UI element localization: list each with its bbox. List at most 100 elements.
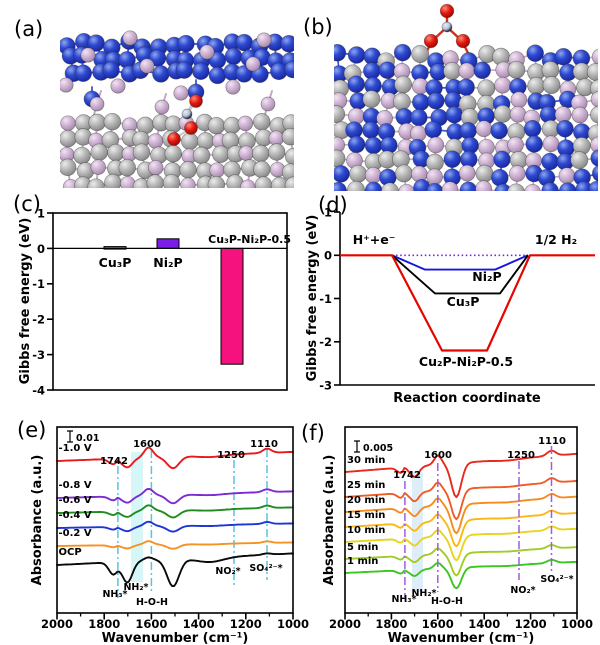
structure-model-b xyxy=(334,3,598,191)
highlight-band-e xyxy=(131,452,143,582)
panel-label-d: (d) xyxy=(318,193,348,217)
svg-text:10 min: 10 min xyxy=(347,525,385,536)
svg-text:1200: 1200 xyxy=(515,617,547,631)
species-label-nh2: NH₂* xyxy=(411,588,436,599)
structure-model-a xyxy=(60,30,294,188)
panel-label-b: (b) xyxy=(303,15,333,39)
bar-label-composite: Cu₃P-Ni₂P-0.5 xyxy=(208,233,291,246)
scale-bar-f xyxy=(354,440,360,453)
species-label-hoh: H-O-H xyxy=(431,596,463,607)
species-label-nh2: NH₂* xyxy=(123,582,148,593)
svg-text:-0.4 V: -0.4 V xyxy=(59,510,92,521)
y-tick-label: -3 xyxy=(319,378,332,392)
peak-label-1250: 1250 xyxy=(507,450,535,461)
x-axis-title-e: Wavenumber (cm⁻¹) xyxy=(102,631,249,645)
peak-label-1110: 1110 xyxy=(250,439,278,450)
panel-label-f: (f) xyxy=(301,421,325,445)
svg-text:1400: 1400 xyxy=(468,617,500,631)
svg-text:25 min: 25 min xyxy=(347,480,385,491)
curve-labels-f: 30 min 25 min 20 min 15 min 10 min 5 min 1 min xyxy=(347,455,385,567)
panel-label-a: (a) xyxy=(14,17,43,41)
x-axis-ticks-e: 2000 1800 1600 1400 1200 1000 xyxy=(41,613,309,631)
highlight-band-f xyxy=(412,472,423,592)
y-tick-label: -4 xyxy=(32,383,45,397)
panel-c-chart: 1 0 -1 -2 -3 -4 Cu₃P Ni₂P Cu₃P-Ni₂P-0.5 … xyxy=(18,206,291,397)
peak-label-1600: 1600 xyxy=(133,439,161,450)
y-tick-label: 1 xyxy=(37,206,45,220)
svg-text:1200: 1200 xyxy=(230,617,262,631)
species-label-no2: NO₂* xyxy=(215,566,240,577)
y-axis-ticks-d xyxy=(334,211,340,386)
x-axis-ticks-f: 2000 1800 1600 1400 1200 1000 xyxy=(329,613,593,631)
spectra-curves-f xyxy=(344,449,578,590)
species-label-hoh: H-O-H xyxy=(136,597,168,608)
y-axis-title-e: Absorbance (a.u.) xyxy=(30,455,45,586)
peak-label-1250: 1250 xyxy=(217,450,245,461)
svg-text:1400: 1400 xyxy=(183,617,215,631)
panel-e-chart: -1.0 V -0.8 V -0.6 V -0.4 V -0.2 V OCP 2000 18… xyxy=(30,426,309,645)
y-axis-title-d: Gibbs free energy (eV) xyxy=(305,215,320,382)
bar-label-ni2p: Ni₂P xyxy=(153,255,182,270)
initial-state-label: H⁺+e⁻ xyxy=(353,232,396,247)
y-tick-label: -3 xyxy=(32,348,45,362)
svg-text:OCP: OCP xyxy=(59,547,82,558)
svg-text:2000: 2000 xyxy=(41,617,73,631)
panel-d-chart: 1 0 -1 -2 -3 H⁺+e⁻ 1/2 H₂ Ni₂P Cu₃P Cu₂P… xyxy=(305,205,595,406)
bar-label-cu3p: Cu₃P xyxy=(99,255,132,270)
panel-f-chart: 30 min 25 min 20 min 15 min 10 min 5 min 1 min… xyxy=(322,426,593,645)
svg-text:30 min: 30 min xyxy=(347,455,385,466)
svg-text:15 min: 15 min xyxy=(347,510,385,521)
svg-text:1 min: 1 min xyxy=(347,556,378,567)
y-tick-label: -2 xyxy=(32,313,45,327)
svg-text:1000: 1000 xyxy=(561,617,593,631)
y-tick-label: 0 xyxy=(37,242,45,256)
panel-label-e: (e) xyxy=(17,418,46,442)
x-axis-title-f: Wavenumber (cm⁻¹) xyxy=(388,631,535,645)
scale-bar-value-e: 0.01 xyxy=(76,433,99,444)
y-axis-title-f: Absorbance (a.u.) xyxy=(322,455,337,586)
svg-text:2000: 2000 xyxy=(329,617,361,631)
panel-label-c: (c) xyxy=(13,192,41,216)
svg-text:1000: 1000 xyxy=(277,617,309,631)
scale-bar-e xyxy=(67,430,73,443)
final-state-label: 1/2 H₂ xyxy=(535,232,577,247)
peak-label-1600: 1600 xyxy=(424,450,452,461)
species-label-no2: NO₂* xyxy=(510,585,535,596)
series-label-ni2p: Ni₂P xyxy=(472,269,501,284)
svg-text:20 min: 20 min xyxy=(347,495,385,506)
series-label-cu3p: Cu₃P xyxy=(447,294,480,309)
bar-series xyxy=(103,238,244,365)
y-tick-label: -1 xyxy=(32,277,45,291)
species-label-so4: SO₄²⁻* xyxy=(249,563,282,574)
svg-text:-0.8 V: -0.8 V xyxy=(59,480,92,491)
guide-lines-e xyxy=(117,449,268,598)
svg-text:1800: 1800 xyxy=(88,617,120,631)
species-label-nh3: NH₃* xyxy=(391,594,416,605)
species-label-nh3: NH₃* xyxy=(102,589,127,600)
y-tick-label: 1 xyxy=(324,205,332,219)
plot-frame-c xyxy=(52,212,288,391)
curve-labels-e: -1.0 V -0.8 V -0.6 V -0.4 V -0.2 V OCP xyxy=(59,443,92,558)
y-tick-label: -1 xyxy=(319,292,332,306)
x-axis-title-d: Reaction coordinate xyxy=(393,391,541,406)
energy-profiles xyxy=(340,254,595,352)
svg-text:-1.0 V: -1.0 V xyxy=(59,443,92,454)
spectra-curves-e xyxy=(56,446,294,588)
peak-label-1110: 1110 xyxy=(538,436,566,447)
y-axis-title-c: Gibbs free energy (eV) xyxy=(18,218,33,385)
y-tick-label: 0 xyxy=(324,249,332,263)
svg-text:1600: 1600 xyxy=(135,617,167,631)
y-tick-label: -2 xyxy=(319,335,332,349)
scale-bar-value-f: 0.005 xyxy=(363,443,393,454)
y-axis-ticks-c xyxy=(47,212,53,391)
svg-text:5 min: 5 min xyxy=(347,542,378,553)
svg-text:-0.2 V: -0.2 V xyxy=(59,528,92,539)
svg-text:-0.6 V: -0.6 V xyxy=(59,495,92,506)
svg-text:1600: 1600 xyxy=(422,617,454,631)
guide-lines-f xyxy=(404,446,553,597)
peak-label-1742: 1742 xyxy=(100,456,128,467)
series-label-composite: Cu₂P-Ni₂P-0.5 xyxy=(419,354,513,369)
species-label-so4: SO₄²⁻* xyxy=(540,574,573,585)
